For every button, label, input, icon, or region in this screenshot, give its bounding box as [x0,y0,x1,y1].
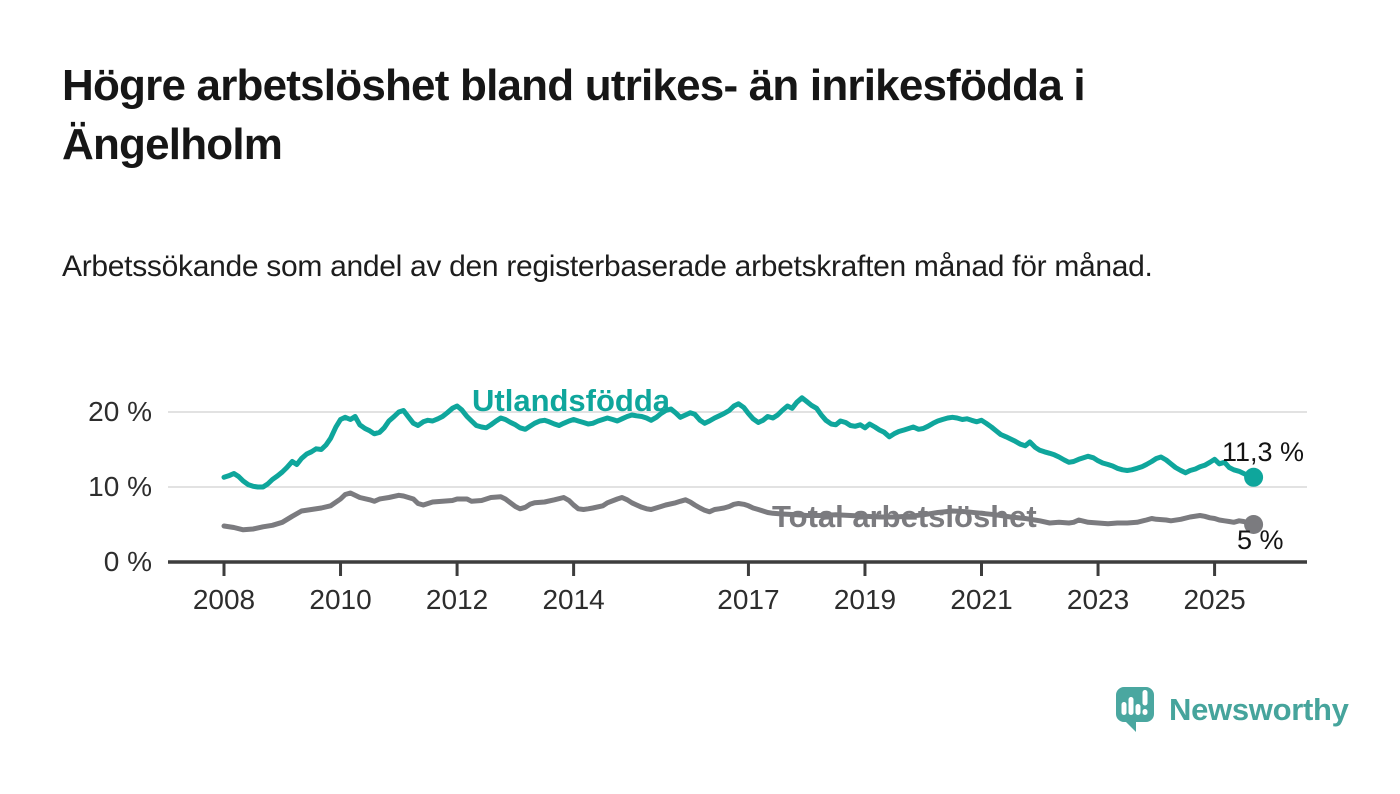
series-line-utlandsfodda [221,395,1257,490]
series-label-utlandsfodda: Utlandsfödda [472,383,671,418]
series-label-total-arbetsloshet: Total arbetslöshet [772,499,1037,534]
x-tick-label-2023: 2023 [1067,584,1129,615]
x-tick-label-2008: 2008 [193,584,255,615]
gridlines [168,411,1307,488]
end-value-label-utlandsfodda: 11,3 % [1222,437,1304,467]
x-tick-label-2021: 2021 [950,584,1012,615]
y-tick-label-20: 20 % [88,396,152,427]
series-end-dot-total [1244,515,1264,534]
newsworthy-logo: Newsworthy [1115,686,1349,733]
x-tick-label-2010: 2010 [309,584,371,615]
series-lines [221,395,1264,534]
series-end-dot-utlandsfodda [1244,467,1264,487]
x-tick-label-2017: 2017 [717,584,779,615]
newsworthy-speech-bubble-bar-chart-icon [1116,687,1154,732]
x-tick-label-2025: 2025 [1183,584,1245,615]
series-line-total [221,490,1257,533]
x-tick-label-2019: 2019 [834,584,896,615]
x-tick-label-2012: 2012 [426,584,488,615]
y-tick-label-0: 0 % [104,546,152,577]
chart-subtitle: Arbetssökande som andel av den registerb… [62,250,1153,283]
end-value-label-total: 5 % [1237,525,1284,555]
newsworthy-wordmark: Newsworthy [1169,691,1349,727]
x-tick-label-2014: 2014 [542,584,604,615]
y-tick-label-10: 10 % [88,471,152,502]
x-axis: 2008 2010 2012 2014 2017 2019 2021 2023 2025 [168,560,1307,615]
chart-title: Högre arbetslöshet bland utrikes- än inr… [62,61,1086,169]
